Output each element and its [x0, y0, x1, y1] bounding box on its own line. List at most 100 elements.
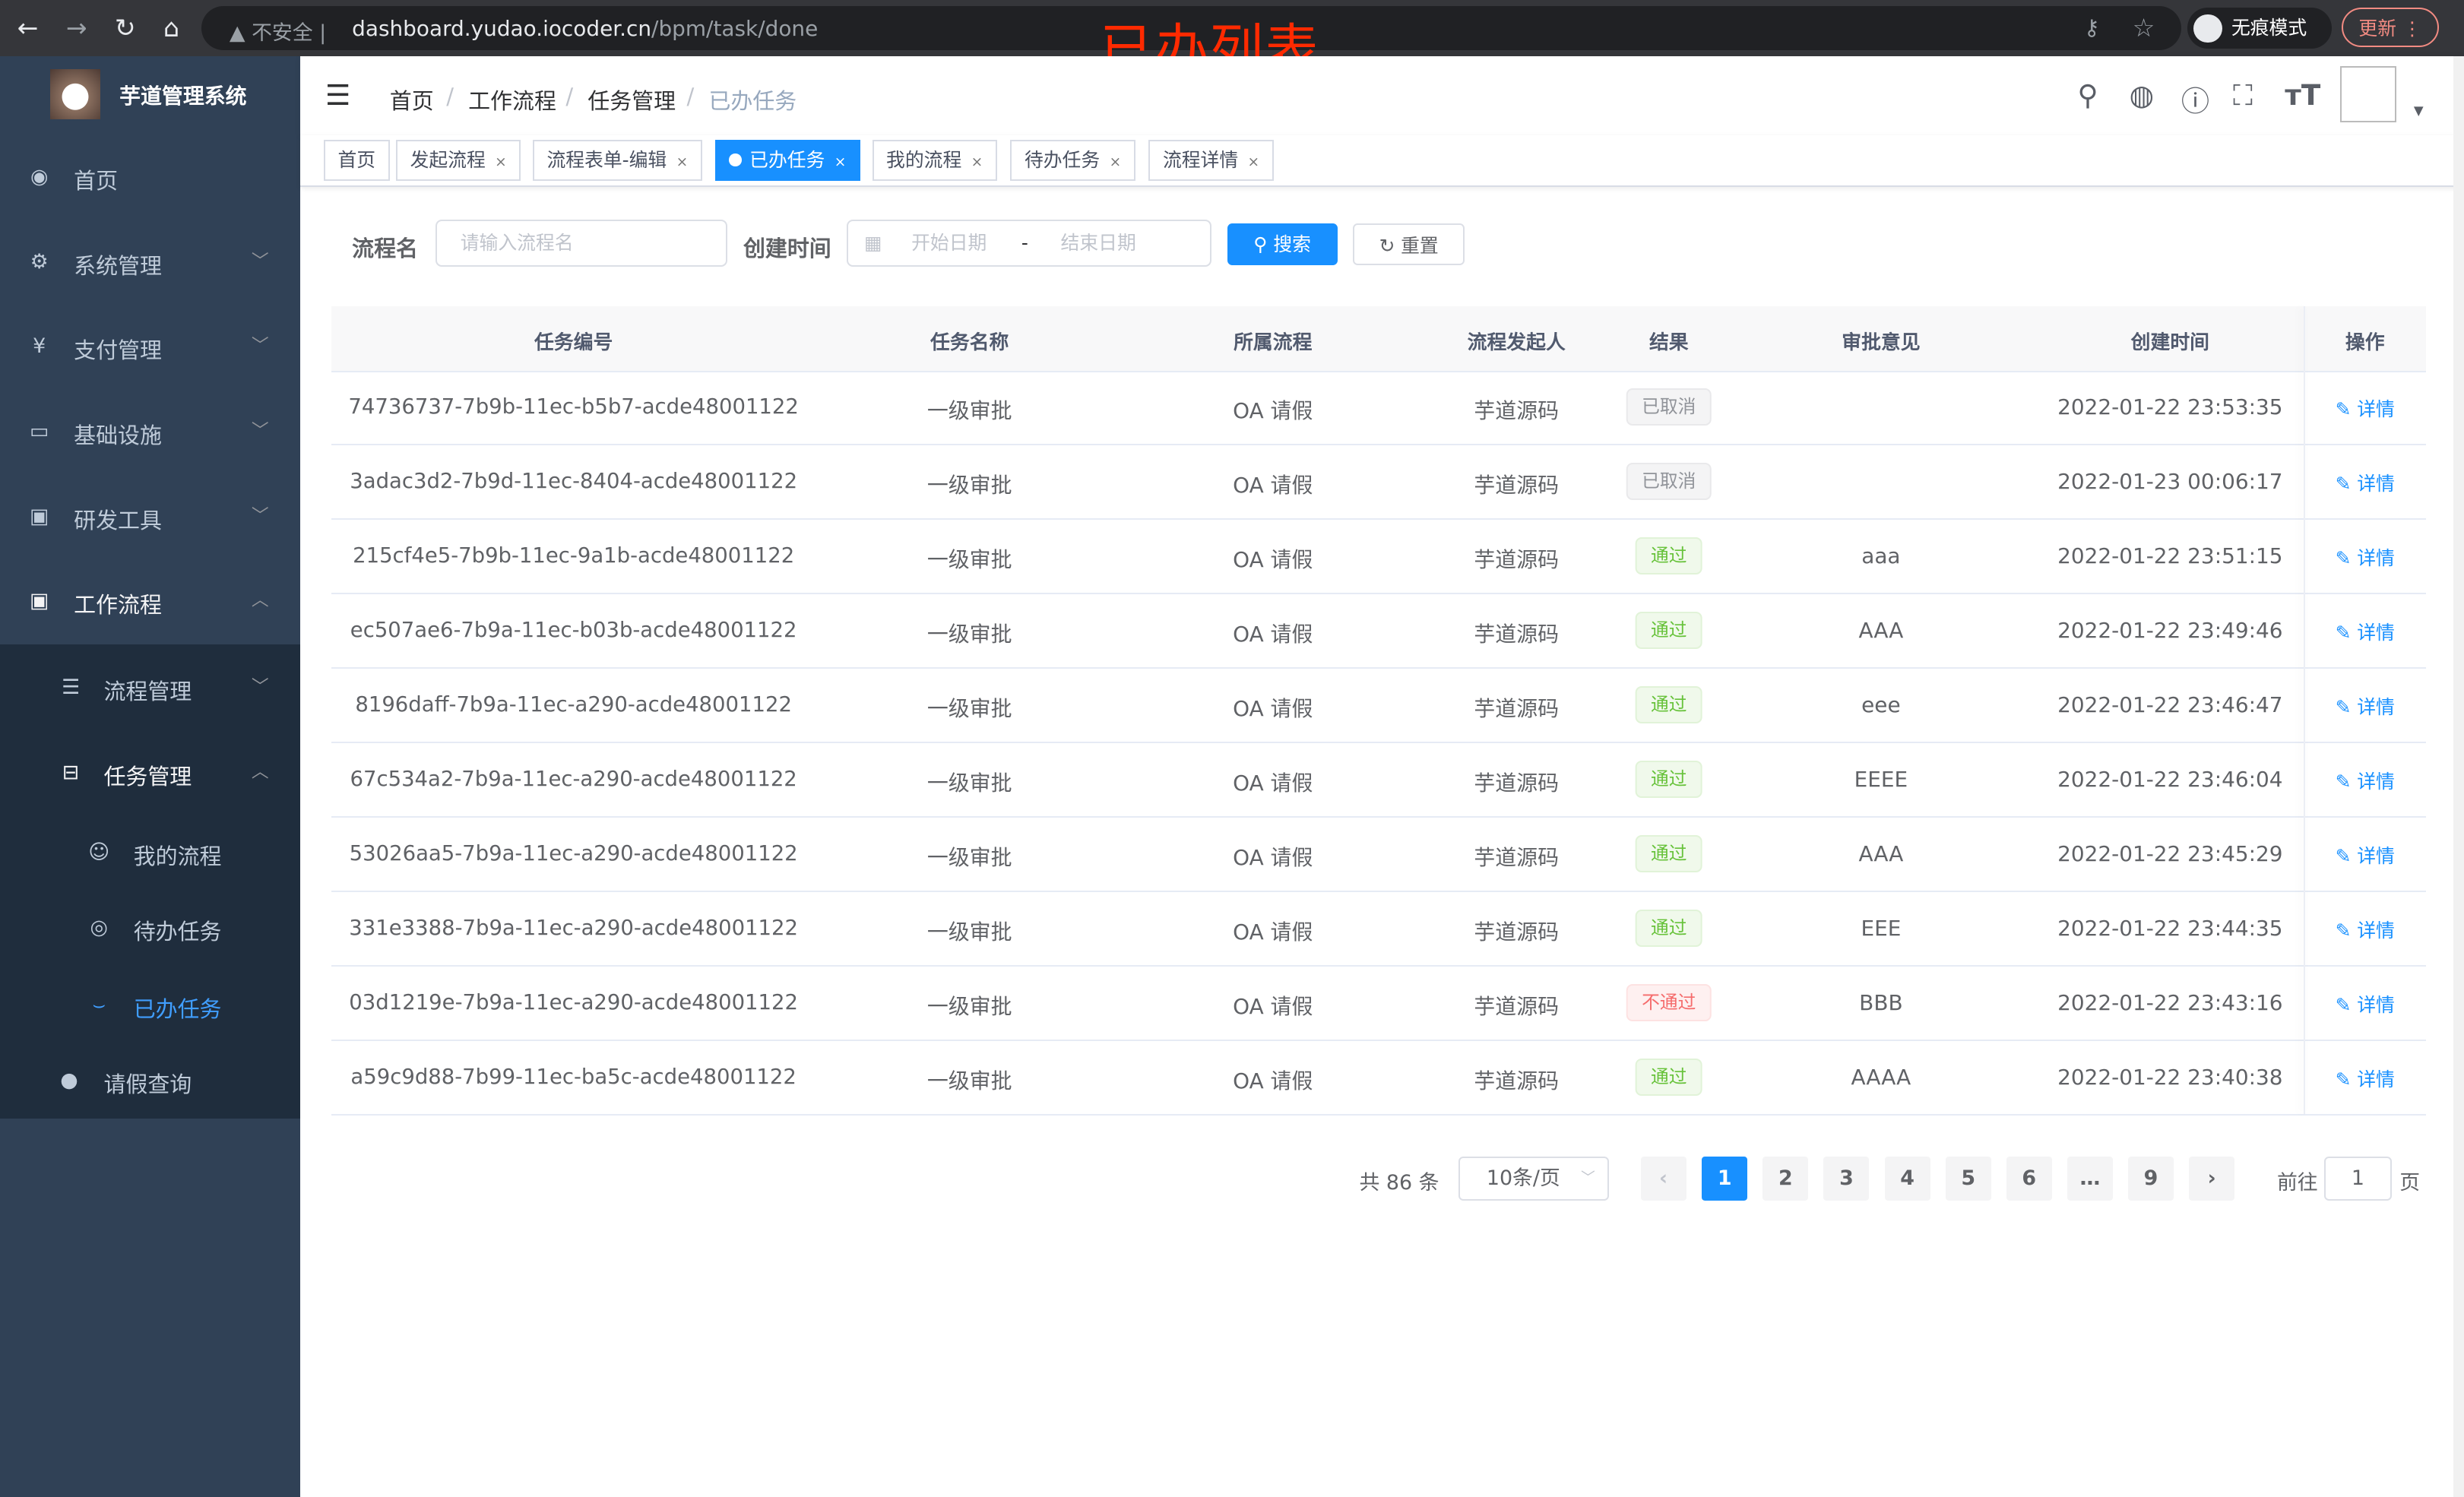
detail-button[interactable]: ✎ 详情 [2336, 618, 2395, 645]
sidebar-item-leave[interactable]: ● 请假查询 [0, 1042, 300, 1120]
security-label: 不安全 [252, 21, 313, 45]
sidebar-item-system[interactable]: ⚙ 系统管理 ﹀ [0, 223, 300, 302]
sidebar-item-pay[interactable]: ¥ 支付管理 ﹀ [0, 308, 300, 386]
page-button[interactable]: 6 [2006, 1156, 2052, 1201]
breadcrumb-item[interactable]: 首页 [389, 87, 434, 114]
reset-button[interactable]: ↻ 重置 [1353, 223, 1465, 266]
tag-home[interactable]: 首页 [323, 140, 390, 181]
starter-cell: 芋道源码 [1474, 695, 1560, 721]
search-button-label: 搜索 [1273, 233, 1311, 255]
page-size-select[interactable]: 10条/页 ﹀ [1458, 1156, 1610, 1201]
scrollbar[interactable] [2453, 56, 2464, 1497]
tag-todo[interactable]: 待办任务 × [1010, 140, 1135, 181]
detail-button[interactable]: ✎ 详情 [2336, 469, 2395, 496]
sidebar-item-done[interactable]: ⌣ 已办任务 [0, 967, 300, 1045]
address-bar[interactable] [201, 6, 2181, 51]
page-button[interactable]: 5 [1945, 1156, 1991, 1201]
tag-done-tasks[interactable]: 已办任务 × [714, 140, 860, 181]
update-button[interactable]: 更新 ⋮ [2341, 8, 2439, 48]
detail-button[interactable]: ✎ 详情 [2336, 394, 2395, 422]
close-icon[interactable]: × [1109, 154, 1122, 171]
chevron-down-icon: ﹀ [251, 251, 269, 271]
calendar-icon: ▦ [864, 232, 882, 255]
sidebar-item-workflow[interactable]: ▣ 工作流程 ︿ [0, 562, 300, 641]
reload-icon[interactable]: ↻ [114, 12, 136, 43]
breadcrumb-item[interactable]: 任务管理 [587, 87, 676, 114]
goto-page-input[interactable]: 1 [2323, 1156, 2392, 1201]
page-button[interactable]: 4 [1884, 1156, 1930, 1201]
sidebar-item-devtools[interactable]: ▣ 研发工具 ﹀ [0, 478, 300, 556]
font-size-icon[interactable]: тT [2285, 78, 2321, 112]
column-header: 操作 [2345, 331, 2385, 355]
page-button[interactable]: … [2067, 1156, 2113, 1201]
security-indicator[interactable]: ▲ 不安全 | [229, 21, 327, 45]
edit-icon: ✎ [2335, 695, 2352, 718]
table-row: 74736737-7b9b-11ec-b5b7-acde48001122 一级审批… [331, 371, 2427, 445]
tag-label: 待办任务 [1024, 149, 1101, 172]
app-title: 芋道管理系统 [119, 84, 247, 109]
gear-icon: ⚙ [30, 249, 49, 274]
sidebar-item-home[interactable]: ◉ 首页 [0, 138, 300, 217]
close-icon[interactable]: × [971, 154, 983, 171]
close-icon[interactable]: × [1247, 154, 1260, 171]
detail-button[interactable]: ✎ 详情 [2336, 916, 2395, 943]
page-button[interactable]: 1 [1702, 1156, 1748, 1201]
task-id-cell: 3adac3d2-7b9d-11ec-8404-acde48001122 [350, 468, 798, 493]
detail-button[interactable]: ✎ 详情 [2336, 990, 2395, 1018]
detail-button[interactable]: ✎ 详情 [2336, 841, 2395, 869]
breadcrumb-item[interactable]: 工作流程 [468, 87, 556, 114]
github-icon[interactable]: ◍ [2129, 78, 2155, 112]
arrow-left-icon[interactable]: ← [17, 12, 39, 43]
help-icon[interactable]: ⓘ [2181, 84, 2210, 119]
column-header: 所属流程 [1234, 331, 1313, 355]
close-icon[interactable]: × [834, 154, 847, 171]
start-date-input[interactable]: 开始日期 [911, 232, 987, 255]
table-row: 215cf4e5-7b9b-11ec-9a1b-acde48001122 一级审批… [331, 520, 2427, 594]
caret-down-icon[interactable]: ▼ [2413, 103, 2424, 119]
sidebar-item-label: 待办任务 [133, 919, 222, 945]
task-name-cell: 一级审批 [926, 770, 1012, 796]
detail-button[interactable]: ✎ 详情 [2336, 692, 2395, 720]
fullscreen-icon[interactable]: ⛶ [2233, 78, 2253, 112]
sidebar-item-infra[interactable]: ▭ 基础设施 ﹀ [0, 393, 300, 471]
hamburger-icon[interactable]: ☰ [325, 78, 351, 112]
create-time-cell: 2022-01-23 00:06:17 [2057, 468, 2283, 494]
tag-my-process[interactable]: 我的流程 × [872, 140, 997, 181]
end-date-input[interactable]: 结束日期 [1060, 232, 1136, 255]
home-icon[interactable]: ⌂ [163, 12, 180, 43]
url-text[interactable]: dashboard.yudao.iocoder.cn/bpm/task/done [352, 16, 818, 41]
chevron-down-icon: ﹀ [251, 676, 269, 697]
sidebar-item-task-manage[interactable]: ⊟ 任务管理 ︿ [0, 734, 300, 812]
tag-form-edit[interactable]: 流程表单-编辑 × [532, 140, 702, 181]
incognito-badge[interactable]: 无痕模式 [2187, 8, 2333, 49]
page-button[interactable]: 3 [1823, 1156, 1870, 1201]
process-name-input[interactable]: 请输入流程名 [435, 220, 728, 267]
table-row: 8196daff-7b9a-11ec-a290-acde48001122 一级审批… [331, 669, 2427, 743]
close-icon[interactable]: × [495, 154, 507, 171]
detail-button[interactable]: ✎ 详情 [2336, 543, 2395, 571]
tag-process-detail[interactable]: 流程详情 × [1148, 140, 1274, 181]
column-header: 创建时间 [2130, 331, 2209, 355]
detail-button[interactable]: ✎ 详情 [2336, 1065, 2395, 1092]
star-icon[interactable]: ☆ [2132, 12, 2155, 43]
date-range-picker[interactable]: ▦ 开始日期 - 结束日期 [847, 220, 1212, 267]
prev-page-button[interactable]: ‹ [1640, 1156, 1686, 1201]
detail-button[interactable]: ✎ 详情 [2336, 767, 2395, 794]
key-icon[interactable]: ⚷ [2083, 14, 2100, 40]
search-button[interactable]: ⚲ 搜索 [1227, 223, 1338, 266]
sidebar-item-process-manage[interactable]: ☰ 流程管理 ﹀ [0, 649, 300, 727]
sidebar-item-my-process[interactable]: ☺ 我的流程 [0, 814, 300, 892]
result-badge: 通过 [1635, 909, 1703, 948]
tag-start-process[interactable]: 发起流程 × [396, 140, 521, 181]
arrow-right-icon[interactable]: → [65, 12, 87, 43]
page-button[interactable]: 2 [1762, 1156, 1809, 1201]
result-badge: 已取消 [1626, 388, 1712, 426]
next-page-button[interactable]: › [2189, 1156, 2235, 1201]
search-icon[interactable]: ⚲ [2077, 78, 2098, 112]
sidebar-item-todo[interactable]: ◎ 待办任务 [0, 889, 300, 967]
close-icon[interactable]: × [676, 154, 689, 171]
chevron-up-icon: ︿ [251, 761, 269, 782]
process-name-cell: OA 请假 [1233, 472, 1313, 498]
page-button[interactable]: 9 [2128, 1156, 2174, 1201]
avatar[interactable] [2339, 65, 2397, 123]
